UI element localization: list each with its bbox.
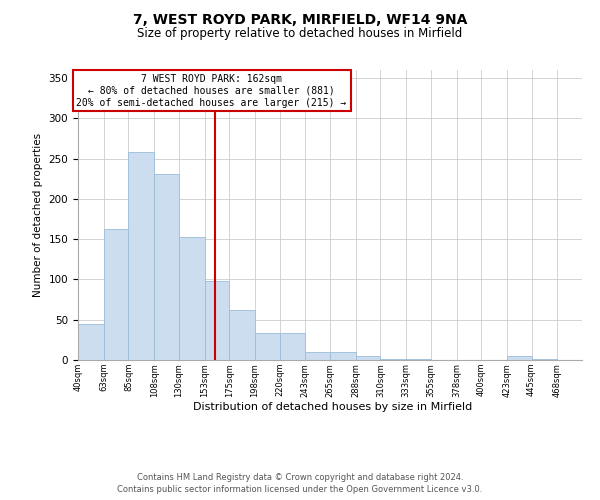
- Text: 7 WEST ROYD PARK: 162sqm
← 80% of detached houses are smaller (881)
20% of semi-: 7 WEST ROYD PARK: 162sqm ← 80% of detach…: [76, 74, 347, 108]
- Bar: [532, 359, 557, 360]
- Bar: [356, 356, 380, 360]
- Bar: [179, 237, 205, 360]
- Text: 7, WEST ROYD PARK, MIRFIELD, WF14 9NA: 7, WEST ROYD PARK, MIRFIELD, WF14 9NA: [133, 12, 467, 26]
- Bar: [380, 359, 406, 360]
- Text: Distribution of detached houses by size in Mirfield: Distribution of detached houses by size …: [193, 402, 473, 412]
- Text: Size of property relative to detached houses in Mirfield: Size of property relative to detached ho…: [137, 28, 463, 40]
- Bar: [78, 324, 104, 360]
- Text: Contains public sector information licensed under the Open Government Licence v3: Contains public sector information licen…: [118, 485, 482, 494]
- Bar: [507, 356, 532, 360]
- Bar: [229, 310, 255, 360]
- Bar: [305, 352, 330, 360]
- Bar: [406, 359, 431, 360]
- Text: Contains HM Land Registry data © Crown copyright and database right 2024.: Contains HM Land Registry data © Crown c…: [137, 472, 463, 482]
- Bar: [205, 281, 229, 360]
- Bar: [128, 152, 154, 360]
- Bar: [330, 352, 356, 360]
- Y-axis label: Number of detached properties: Number of detached properties: [33, 133, 43, 297]
- Bar: [255, 332, 280, 360]
- Bar: [154, 174, 179, 360]
- Bar: [104, 228, 128, 360]
- Bar: [582, 359, 600, 360]
- Bar: [280, 334, 305, 360]
